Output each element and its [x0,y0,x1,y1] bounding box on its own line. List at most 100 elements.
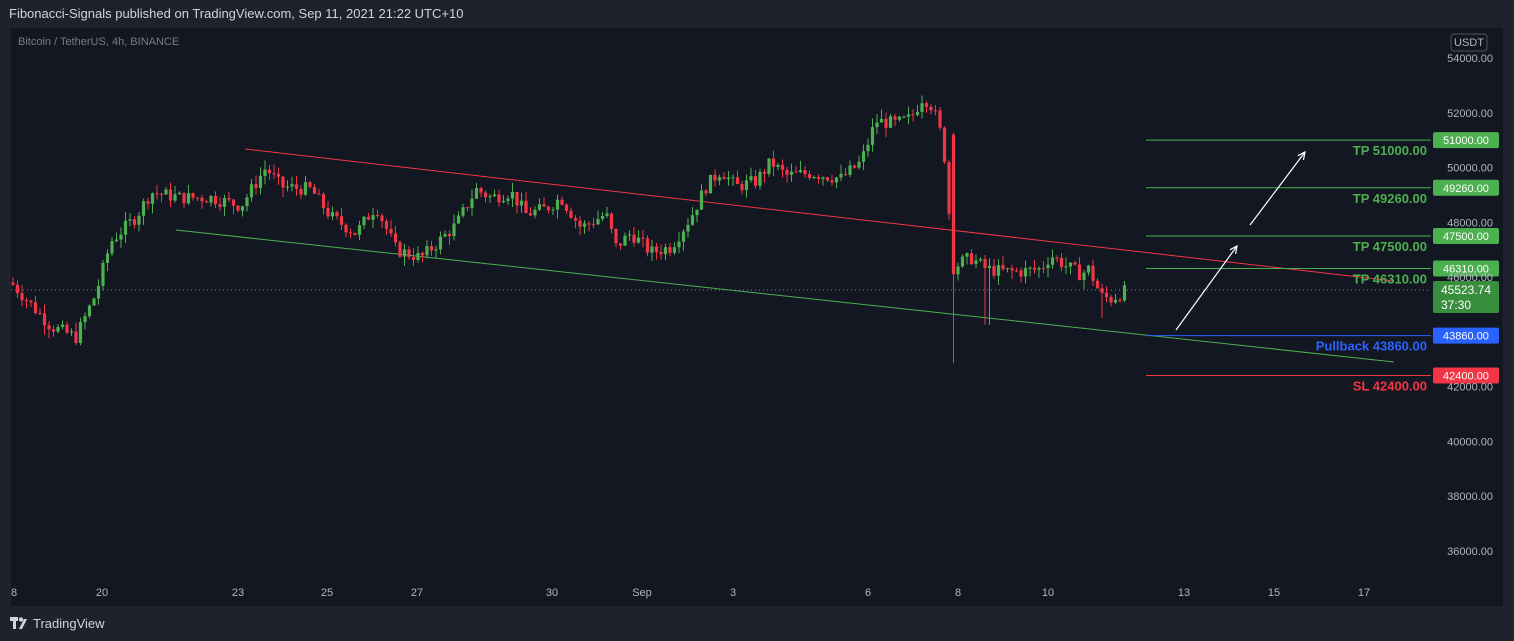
candle-body [164,189,168,195]
candle-body [681,231,686,242]
time-tick-label: 27 [411,587,423,599]
candle [785,166,789,183]
time-tick-label: 3 [730,587,736,599]
candle-body [663,247,668,255]
candle-body [564,204,569,211]
candle-body [506,198,510,201]
candle-body [735,177,740,184]
candle-body [344,224,348,233]
candle [128,213,132,227]
candle [497,189,501,207]
time-tick-label: 17 [1358,587,1370,599]
candle [245,193,249,212]
candle [429,240,434,256]
candle [767,158,771,177]
candle-body [758,172,762,186]
candle-body [911,114,915,116]
candle-body [542,204,546,207]
candle-body [141,201,146,216]
candle-body [114,239,119,242]
candle-body [992,265,996,276]
candle-body [65,324,69,333]
candle [69,328,74,336]
candle [794,165,798,173]
candle [834,176,839,189]
candle [582,220,587,234]
candle [1014,267,1019,273]
currency-badge[interactable]: USDT [1450,33,1488,52]
candle [677,232,681,254]
level-line-5: Pullback 43860.00 43860.00 [1146,327,1499,354]
candle [92,297,96,307]
candle-body [636,237,641,243]
candle-body [20,293,24,301]
candle-body [92,298,96,306]
candle-body [330,212,335,217]
candle [708,174,713,194]
candle [416,246,420,263]
candle-body [1091,265,1095,281]
candle-body [893,116,897,120]
candle-body [303,182,308,195]
candle [326,200,330,220]
price-tag-bg [1433,179,1499,196]
candle-body [969,253,974,265]
candle [213,191,218,209]
candle-body [249,184,254,198]
candle-body [321,194,326,209]
candle [528,207,533,217]
candle [362,215,366,229]
candle-body [659,252,663,255]
candle [861,144,866,171]
lower-channel-line [175,229,1395,363]
current-price-bg [1433,281,1499,314]
candle [1118,297,1122,304]
candle [317,188,321,195]
candle [114,232,119,243]
candle [713,169,717,187]
candle-body [879,118,884,123]
candle [947,159,951,220]
candle [1037,266,1041,278]
candle-body [1064,266,1068,268]
candle-body [204,201,209,203]
candle [267,164,272,180]
candle [933,104,938,116]
candle-body [690,215,695,225]
candle-body [938,110,942,128]
candle [1104,286,1109,303]
candle-body [434,249,438,251]
candle-body [339,216,344,225]
time-tick-label: Sep [632,587,652,599]
candle [465,206,470,212]
candle [744,174,749,198]
candle-body [483,192,488,198]
candle-body [24,300,29,302]
candle [204,199,209,203]
candle [1046,257,1050,278]
candle-body [600,216,605,219]
currency-badge-label: USDT [1454,37,1484,49]
candle [195,197,200,202]
candle-body [686,224,690,232]
candle-body [510,191,515,199]
candle [1019,267,1023,283]
candle-body [177,192,182,195]
candle [191,192,195,201]
candle-body [222,198,227,207]
candle-body [299,188,303,195]
candle [177,191,182,195]
candle-body [11,282,15,285]
tradingview-logo[interactable]: TradingView [10,616,105,631]
candle-body [519,200,524,206]
candle [65,321,69,335]
candle-body [186,193,191,204]
candle-body [866,144,870,152]
candle-body [852,165,857,168]
candle-body [1095,280,1100,289]
candle [312,183,317,195]
candle-body [407,249,411,257]
candle-body [1109,297,1113,303]
chart-panel[interactable]: TP 51000.00 51000.00 TP 49260.00 49260.00 TP… [11,28,1503,606]
